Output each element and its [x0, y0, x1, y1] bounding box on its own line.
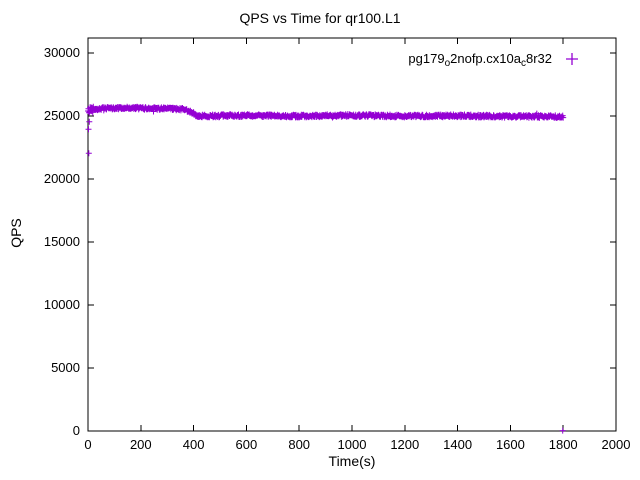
- y-tick-label: 15000: [44, 234, 80, 249]
- y-tick-label: 30000: [44, 45, 80, 60]
- x-tick-label: 200: [130, 437, 152, 452]
- x-axis-ticks: 0 200 400 600 800 1000 1200 1400 1600 1800 2000: [84, 38, 630, 452]
- x-tick-label: 1600: [496, 437, 525, 452]
- chart-title: QPS vs Time for qr100.L1: [239, 10, 401, 26]
- x-tick-label: 600: [236, 437, 258, 452]
- y-tick-label: 5000: [51, 360, 80, 375]
- y-axis-ticks: 0 5000 10000 15000 20000 25000 30000: [44, 45, 616, 438]
- plot-border: [87, 37, 617, 432]
- x-tick-label: 0: [84, 437, 91, 452]
- y-tick-label: 20000: [44, 171, 80, 186]
- x-tick-label: 1400: [443, 437, 472, 452]
- x-tick-label: 1200: [390, 437, 419, 452]
- y-tick-label: 10000: [44, 297, 80, 312]
- x-tick-label: 400: [183, 437, 205, 452]
- y-tick-label: 0: [73, 423, 80, 438]
- y-axis-label: QPS: [8, 218, 24, 248]
- legend: pg179o2nofp.cx10ac8r32: [408, 51, 578, 69]
- outlier-points: [85, 118, 566, 434]
- x-tick-label: 2000: [602, 437, 631, 452]
- x-tick-label: 1800: [549, 437, 578, 452]
- x-axis-label: Time(s): [328, 453, 376, 469]
- x-tick-label: 1000: [338, 437, 367, 452]
- x-tick-label: 800: [288, 437, 310, 452]
- y-tick-label: 25000: [44, 108, 80, 123]
- data-points: [85, 103, 567, 121]
- legend-marker-plus-icon: [566, 53, 578, 65]
- legend-label: pg179o2nofp.cx10ac8r32: [408, 51, 552, 69]
